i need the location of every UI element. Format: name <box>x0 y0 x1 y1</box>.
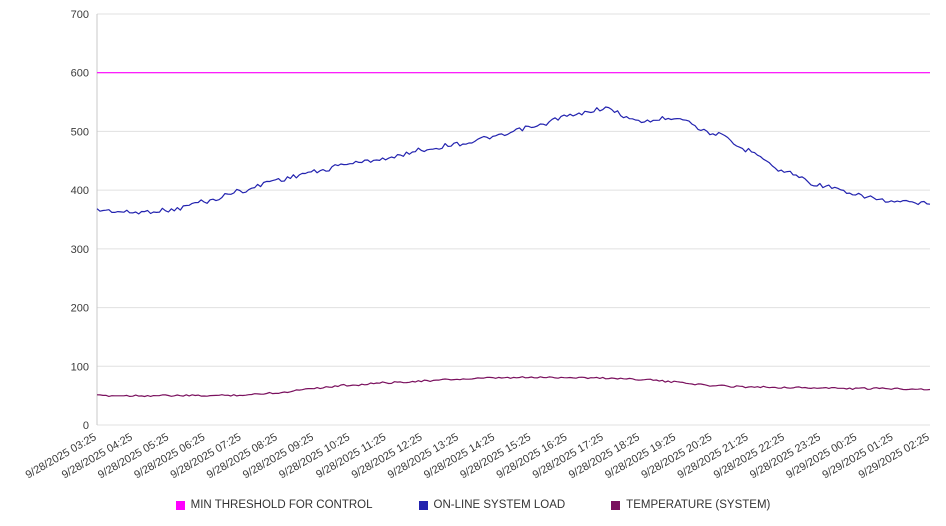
chart-legend: MIN THRESHOLD FOR CONTROL ON-LINE SYSTEM… <box>0 499 946 511</box>
y-axis-tick-label: 300 <box>71 244 89 256</box>
legend-swatch-temperature-icon <box>611 500 621 510</box>
y-axis-tick-label: 500 <box>71 126 89 138</box>
legend-item-min-threshold[interactable]: MIN THRESHOLD FOR CONTROL <box>175 499 373 511</box>
legend-swatch-system-load-icon <box>418 500 428 510</box>
series-line-2 <box>96 376 931 398</box>
y-axis-tick-label: 700 <box>71 9 89 21</box>
y-axis-tick-label: 100 <box>71 361 89 373</box>
y-axis-tick-label: 600 <box>71 68 89 80</box>
legend-label-system-load: ON-LINE SYSTEM LOAD <box>433 499 566 511</box>
y-axis-tick-label: 0 <box>83 420 89 432</box>
legend-label-temperature: TEMPERATURE (SYSTEM) <box>626 499 771 511</box>
legend-label-min-threshold: MIN THRESHOLD FOR CONTROL <box>190 499 373 511</box>
legend-item-temperature[interactable]: TEMPERATURE (SYSTEM) <box>611 499 770 511</box>
legend-swatch-min-threshold-icon <box>175 500 185 510</box>
series-line-1 <box>96 106 931 215</box>
y-axis-tick-label: 200 <box>71 303 89 315</box>
y-axis-tick-label: 400 <box>71 185 89 197</box>
legend-item-system-load[interactable]: ON-LINE SYSTEM LOAD <box>418 499 566 511</box>
